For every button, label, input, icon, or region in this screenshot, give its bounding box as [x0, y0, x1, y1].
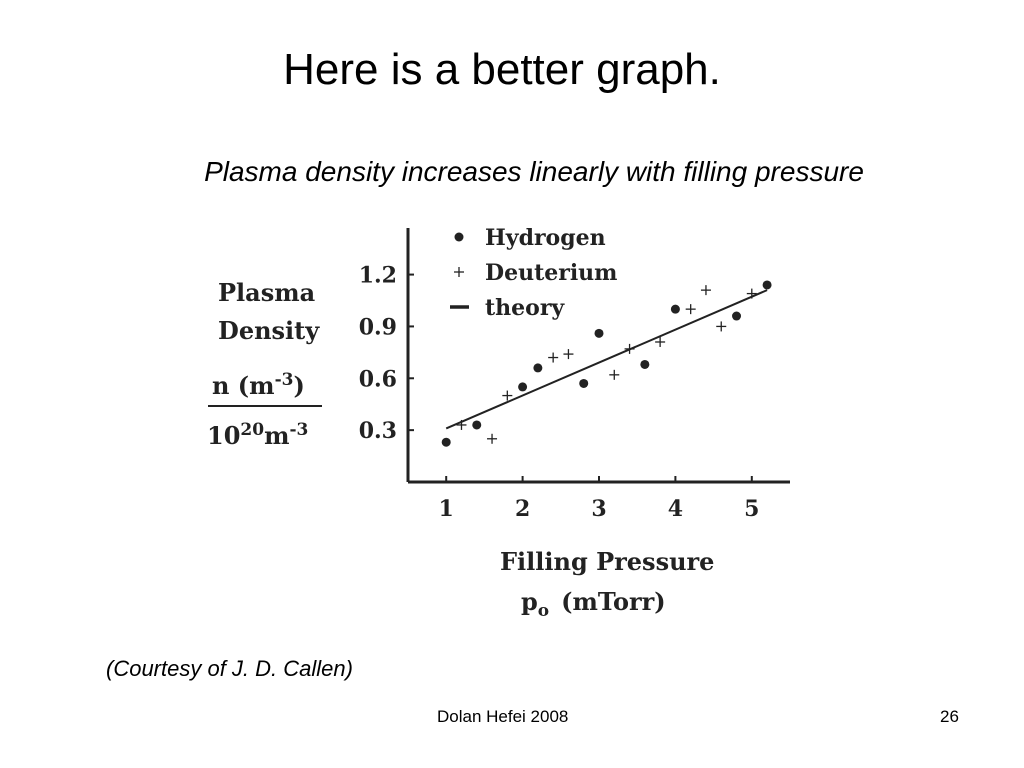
legend-label: theory — [485, 295, 565, 321]
legend-dot-icon — [454, 232, 464, 242]
y-tick-label: 0.9 — [359, 314, 397, 340]
x-axis-label-line-2: po (mTorr) — [521, 587, 666, 621]
y-axis-label-line-1: Plasma — [218, 278, 315, 307]
page-number: 26 — [940, 707, 959, 726]
deuterium-point — [548, 352, 559, 363]
y-axis-units-numerator: n (m-3) — [212, 370, 305, 400]
deuterium-point — [502, 390, 513, 401]
hydrogen-point — [579, 378, 589, 388]
deuterium-point — [685, 304, 696, 315]
hydrogen-point — [441, 437, 451, 447]
deuterium-point — [609, 369, 620, 380]
y-axis-units-denominator: 1020m-3 — [207, 420, 308, 450]
hydrogen-point — [518, 382, 528, 392]
y-tick-group: 0.3 0.6 0.9 1.2 — [359, 263, 414, 444]
legend-label: Hydrogen — [485, 225, 606, 251]
y-tick-label: 1.2 — [359, 263, 397, 289]
theory-line — [445, 289, 768, 430]
slide-footer: Dolan Hefei 2008 — [437, 707, 569, 726]
x-tick-group: 1 2 3 4 5 — [439, 476, 759, 522]
deuterium-point — [716, 321, 727, 332]
y-axis-label: Plasma Density n (m-3) 1020m-3 — [207, 278, 322, 450]
slide-title: Here is a better graph. — [283, 45, 721, 94]
hydrogen-point — [640, 359, 650, 369]
y-tick-label: 0.3 — [359, 418, 397, 444]
slide-subtitle: Plasma density increases linearly with f… — [204, 156, 864, 187]
hydrogen-point — [533, 363, 543, 373]
x-tick-label: 3 — [591, 496, 606, 522]
x-tick-label: 2 — [515, 496, 530, 522]
courtesy-note: (Courtesy of J. D. Callen) — [106, 656, 353, 681]
hydrogen-point — [762, 280, 772, 290]
deuterium-point — [700, 285, 711, 296]
deuterium-point — [487, 433, 498, 444]
x-axis-label: Filling Pressure po (mTorr) — [500, 547, 714, 621]
x-tick-label: 1 — [439, 496, 454, 522]
hydrogen-point — [472, 420, 482, 430]
plot-area — [441, 280, 772, 447]
y-tick-label: 0.6 — [359, 366, 397, 392]
x-axis-label-line-1: Filling Pressure — [500, 547, 714, 576]
chart-legend: Hydrogen Deuterium theory — [450, 225, 617, 321]
hydrogen-point — [732, 311, 742, 321]
hydrogen-point — [594, 328, 604, 338]
hydrogen-point — [670, 304, 680, 314]
deuterium-point — [563, 349, 574, 360]
x-tick-label: 4 — [668, 496, 683, 522]
legend-label: Deuterium — [485, 260, 617, 286]
deuterium-point — [655, 336, 666, 347]
y-axis-label-line-2: Density — [218, 316, 320, 345]
x-tick-label: 5 — [744, 496, 759, 522]
